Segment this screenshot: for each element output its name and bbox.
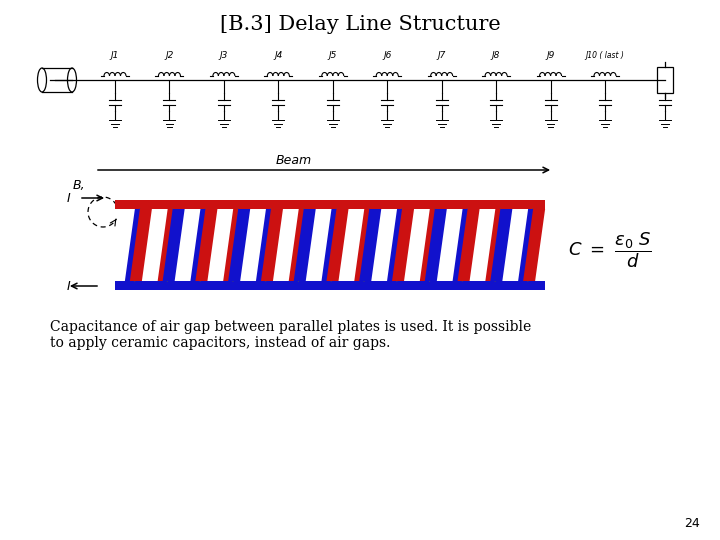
Text: Beam: Beam: [276, 154, 312, 167]
Text: J8: J8: [492, 51, 500, 60]
Polygon shape: [261, 209, 283, 281]
Polygon shape: [485, 209, 508, 281]
Text: 24: 24: [684, 517, 700, 530]
Text: J1: J1: [111, 51, 120, 60]
Text: I: I: [67, 192, 71, 205]
Text: J3: J3: [220, 51, 228, 60]
Polygon shape: [223, 209, 246, 281]
Polygon shape: [490, 209, 513, 281]
Polygon shape: [256, 209, 278, 281]
Text: Capacitance of air gap between parallel plates is used. It is possible
to apply : Capacitance of air gap between parallel …: [50, 320, 531, 350]
Bar: [115, 200, 545, 209]
Text: I: I: [67, 280, 71, 293]
Text: $C\ =\ \dfrac{\varepsilon_0\ S}{d}$: $C\ =\ \dfrac{\varepsilon_0\ S}{d}$: [568, 230, 652, 270]
Text: [B.3] Delay Line Structure: [B.3] Delay Line Structure: [220, 15, 500, 34]
Polygon shape: [326, 209, 348, 281]
Polygon shape: [458, 209, 480, 281]
Polygon shape: [453, 209, 474, 281]
Polygon shape: [392, 209, 414, 281]
Bar: [657, 67, 673, 93]
Polygon shape: [518, 209, 540, 281]
Polygon shape: [163, 209, 184, 281]
Text: J4: J4: [274, 51, 282, 60]
Polygon shape: [195, 209, 217, 281]
Text: J5: J5: [328, 51, 337, 60]
Polygon shape: [294, 209, 316, 281]
Text: J10 ( last ): J10 ( last ): [585, 51, 624, 60]
Polygon shape: [425, 209, 447, 281]
Polygon shape: [359, 209, 382, 281]
Polygon shape: [158, 209, 180, 281]
Polygon shape: [289, 209, 311, 281]
Polygon shape: [228, 209, 250, 281]
Text: B,: B,: [73, 179, 86, 192]
Text: J6: J6: [383, 51, 392, 60]
Text: J2: J2: [166, 51, 174, 60]
Polygon shape: [130, 209, 152, 281]
Polygon shape: [322, 209, 343, 281]
Polygon shape: [420, 209, 442, 281]
Polygon shape: [387, 209, 409, 281]
Text: J7: J7: [438, 51, 446, 60]
Polygon shape: [354, 209, 377, 281]
Bar: [115, 281, 545, 290]
Polygon shape: [523, 209, 545, 281]
Polygon shape: [190, 209, 212, 281]
Text: J9: J9: [546, 51, 554, 60]
Polygon shape: [125, 209, 147, 281]
